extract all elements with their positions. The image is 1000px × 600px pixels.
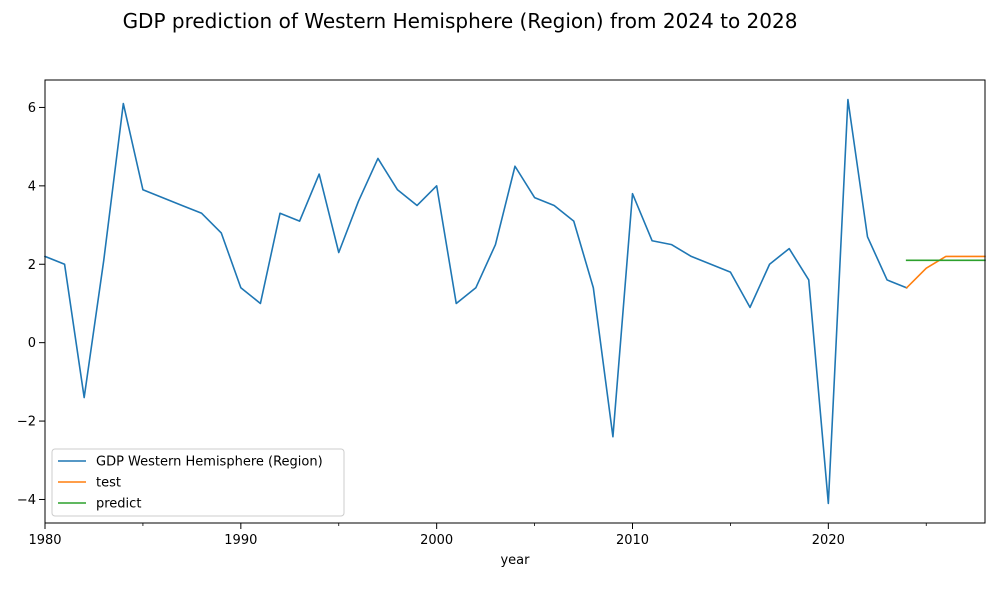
y-tick-label: −2 <box>17 415 36 430</box>
legend-label-1: test <box>96 476 121 491</box>
x-tick-label: 1990 <box>224 533 257 548</box>
x-axis-label: year <box>500 553 530 568</box>
x-tick-label: 2010 <box>616 533 649 548</box>
plot-area: 1980 1990 2000 2010 2020 −4 −2 0 2 4 6 <box>17 79 986 548</box>
series-layer <box>43 98 986 505</box>
series-line-1 <box>905 255 986 289</box>
legend: GDP Western Hemisphere (Region) test predi… <box>51 448 345 517</box>
series-line-0 <box>43 98 908 505</box>
y-tick-label: 4 <box>28 179 36 194</box>
x-tick-label: 2020 <box>812 533 845 548</box>
y-tick-label: 6 <box>28 101 36 116</box>
x-axis: 1980 1990 2000 2010 2020 <box>28 523 927 548</box>
legend-box <box>51 448 345 517</box>
y-tick-label: 0 <box>28 336 36 351</box>
x-tick-label: 2000 <box>420 533 453 548</box>
legend-items: GDP Western Hemisphere (Region) test predi… <box>58 455 323 512</box>
y-axis: −4 −2 0 2 4 6 <box>17 101 45 508</box>
legend-label-0: GDP Western Hemisphere (Region) <box>96 455 323 470</box>
y-tick-label: 2 <box>28 258 36 273</box>
plot-frame <box>44 79 986 524</box>
legend-label-2: predict <box>96 497 141 512</box>
x-tick-label: 1980 <box>28 533 61 548</box>
y-tick-label: −4 <box>17 493 36 508</box>
chart-title: GDP prediction of Western Hemisphere (Re… <box>123 9 798 33</box>
